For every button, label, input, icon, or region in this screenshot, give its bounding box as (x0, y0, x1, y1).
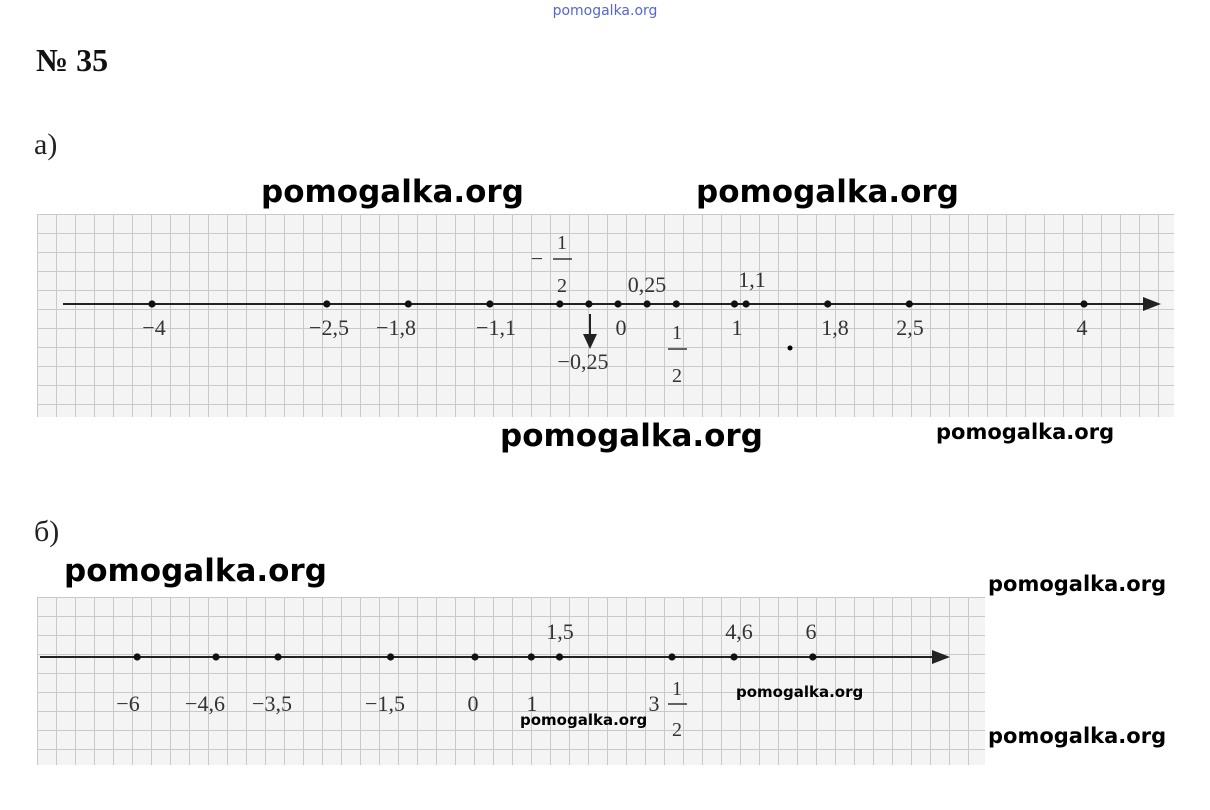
watermark-b-right-bottom: pomogalka.org (988, 724, 1167, 748)
part-b-point (555, 653, 564, 661)
label-zero-b: 0 (468, 691, 479, 716)
part-a-point (148, 300, 156, 308)
watermark-a-bottom-right: pomogalka.org (936, 420, 1115, 444)
label-minus-0-25: −0,25 (558, 349, 609, 374)
part-a-point (672, 300, 680, 308)
watermark-a-bottom: pomogalka.org (500, 418, 763, 454)
label-minus-3-5: −3,5 (252, 691, 292, 716)
label-3-half-whole: 3 (649, 691, 660, 716)
part-b-point (730, 653, 738, 661)
part-a-point (742, 300, 750, 308)
label-6: 6 (806, 619, 817, 644)
part-b-point (133, 653, 141, 661)
top-watermark: pomogalka.org (552, 3, 658, 19)
label-one-b: 1 (527, 691, 538, 716)
watermark-b-left: pomogalka.org (64, 553, 327, 589)
watermark-a-right: pomogalka.org (696, 174, 959, 210)
part-b-axis-arrow (932, 650, 950, 664)
part-a-point (643, 300, 651, 308)
arrow-minus-0-25-head (583, 334, 597, 349)
label-minus-half-denominator: 2 (557, 275, 567, 297)
label-minus-half-sign: − (531, 246, 543, 271)
label-minus-half-numerator: 1 (557, 232, 567, 254)
part-a-point (905, 300, 913, 308)
label-1-1: 1,1 (738, 267, 766, 292)
label-half-numerator: 1 (672, 322, 682, 344)
part-a-number-line: −4 −2,5 −1,8 −1,1 − 1 2 −0,25 0 0,25 1 2… (63, 232, 1161, 387)
part-b-label: б) (34, 515, 60, 548)
part-b-point (668, 653, 676, 661)
part-a-point (323, 300, 331, 308)
part-a-point (404, 300, 412, 308)
label-4-6: 4,6 (725, 619, 753, 644)
label-one-a: 1 (732, 315, 743, 340)
watermark-a-left: pomogalka.org (261, 174, 524, 210)
part-a-points (148, 300, 1088, 308)
label-3-half-denominator: 2 (672, 719, 682, 741)
part-b-point (471, 653, 479, 661)
stray-dot (787, 345, 793, 351)
label-half-denominator: 2 (672, 365, 682, 387)
label-0-25: 0,25 (628, 272, 667, 297)
label-2-5: 2,5 (896, 315, 924, 340)
part-a-label: а) (34, 128, 58, 161)
label-zero-a: 0 (616, 315, 627, 340)
label-minus-2-5: −2,5 (309, 315, 349, 340)
part-a-point (730, 300, 739, 308)
task-number: № 35 (36, 42, 109, 78)
part-b-point (387, 653, 395, 661)
watermark-b-right-top: pomogalka.org (988, 572, 1167, 596)
part-a-point (614, 300, 622, 308)
part-b-point (809, 653, 817, 661)
part-a-grid: −4 −2,5 −1,8 −1,1 − 1 2 −0,25 0 0,25 1 2… (37, 214, 1174, 417)
label-3-half-numerator: 1 (672, 678, 682, 700)
label-minus-1-1: −1,1 (476, 315, 516, 340)
part-b-grid: −6 −4,6 −3,5 −1,5 0 1 1,5 3 1 2 4,6 6 (37, 597, 985, 765)
label-minus-6: −6 (116, 691, 139, 716)
label-1-8: 1,8 (821, 315, 849, 340)
label-minus-4: −4 (142, 315, 165, 340)
watermark-b-middle: pomogalka.org (736, 683, 864, 701)
part-a-point (1080, 300, 1088, 308)
label-1-5: 1,5 (546, 619, 574, 644)
part-b-point (212, 653, 220, 661)
label-minus-1-5: −1,5 (365, 691, 405, 716)
label-minus-1-8: −1,8 (376, 315, 416, 340)
part-b-point (274, 653, 282, 661)
label-minus-4-6: −4,6 (185, 691, 225, 716)
part-a-point (585, 300, 593, 308)
label-4: 4 (1077, 315, 1088, 340)
part-b-points (133, 653, 817, 661)
part-a-axis-arrow (1143, 297, 1161, 311)
part-b-number-line: −6 −4,6 −3,5 −1,5 0 1 1,5 3 1 2 4,6 6 (40, 619, 950, 741)
part-a-point (824, 300, 832, 308)
watermark-b-lower: pomogalka.org (520, 711, 648, 729)
part-a-point (486, 300, 494, 308)
part-b-point (527, 653, 535, 661)
part-a-point (556, 300, 564, 308)
